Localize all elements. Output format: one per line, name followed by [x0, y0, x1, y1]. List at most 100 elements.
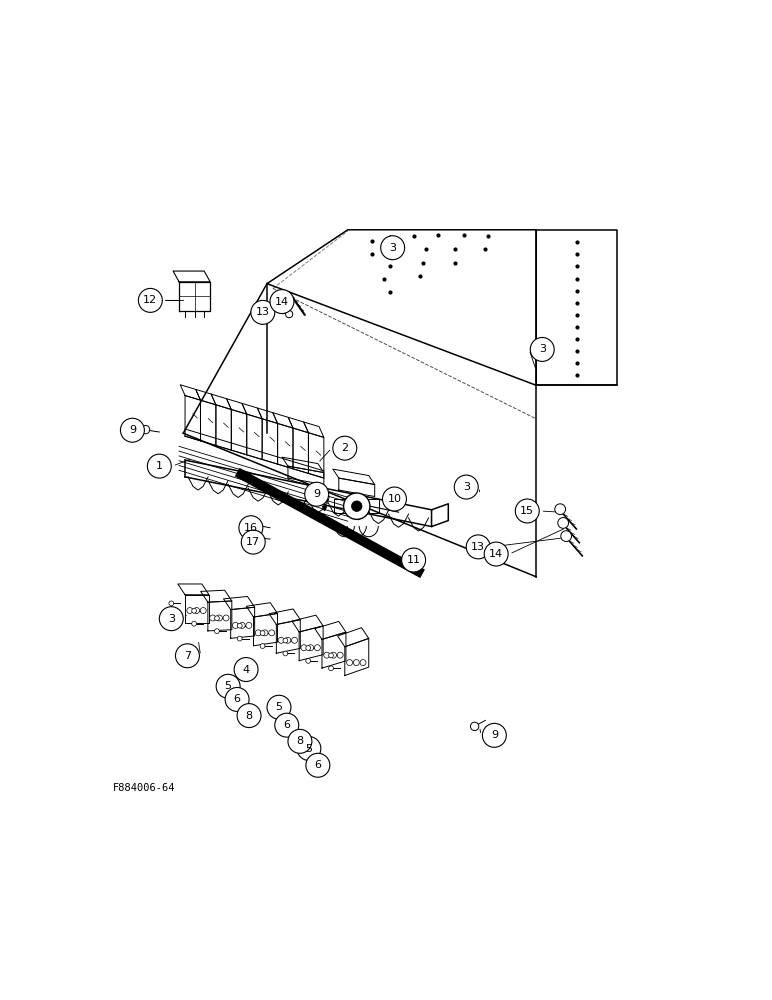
Circle shape	[286, 311, 293, 318]
Text: 3: 3	[462, 482, 469, 492]
Text: 13: 13	[471, 542, 486, 552]
Circle shape	[169, 601, 174, 606]
Circle shape	[187, 608, 193, 614]
Circle shape	[194, 608, 199, 614]
Text: 4: 4	[242, 665, 249, 675]
Circle shape	[191, 621, 197, 626]
Circle shape	[530, 337, 554, 361]
Text: 14: 14	[275, 297, 289, 307]
Circle shape	[283, 651, 288, 656]
Circle shape	[382, 487, 406, 511]
Circle shape	[344, 493, 370, 519]
Text: 12: 12	[144, 295, 157, 305]
Text: 9: 9	[313, 489, 320, 499]
Circle shape	[560, 531, 571, 541]
Text: 10: 10	[388, 494, 401, 504]
Text: 5: 5	[306, 744, 313, 754]
Circle shape	[285, 637, 291, 643]
Circle shape	[147, 454, 171, 478]
Circle shape	[555, 504, 566, 515]
Circle shape	[138, 288, 162, 312]
Text: 9: 9	[491, 730, 498, 740]
Circle shape	[277, 302, 290, 314]
Text: F884006-64: F884006-64	[113, 783, 176, 793]
Circle shape	[354, 660, 359, 666]
Text: 5: 5	[276, 702, 283, 712]
Circle shape	[454, 475, 478, 499]
Circle shape	[234, 658, 258, 681]
Circle shape	[215, 616, 219, 621]
Text: 3: 3	[539, 344, 546, 354]
Circle shape	[329, 666, 334, 671]
Circle shape	[256, 630, 261, 636]
Text: 6: 6	[283, 720, 290, 730]
Circle shape	[337, 652, 344, 658]
Circle shape	[306, 659, 310, 663]
Text: 8: 8	[245, 711, 252, 721]
Text: 16: 16	[244, 523, 258, 533]
Circle shape	[141, 425, 150, 434]
Text: 3: 3	[389, 243, 396, 253]
Text: 1: 1	[156, 461, 163, 471]
Circle shape	[244, 519, 255, 530]
Circle shape	[360, 660, 366, 666]
Circle shape	[347, 660, 353, 666]
Circle shape	[223, 615, 229, 621]
Circle shape	[308, 645, 313, 651]
Text: 6: 6	[314, 760, 321, 770]
Circle shape	[323, 652, 330, 658]
Circle shape	[351, 501, 362, 511]
Circle shape	[516, 499, 540, 523]
Circle shape	[306, 753, 330, 777]
Circle shape	[200, 608, 206, 614]
Circle shape	[246, 622, 252, 628]
Circle shape	[297, 737, 321, 760]
Circle shape	[159, 607, 183, 631]
Circle shape	[482, 723, 506, 747]
Circle shape	[330, 652, 337, 658]
Circle shape	[305, 482, 329, 506]
Text: 17: 17	[246, 537, 260, 547]
Text: 8: 8	[296, 736, 303, 746]
Circle shape	[216, 615, 222, 621]
Circle shape	[270, 290, 294, 314]
Circle shape	[260, 631, 265, 635]
Circle shape	[169, 614, 174, 619]
Text: 14: 14	[489, 549, 503, 559]
Circle shape	[292, 637, 297, 643]
Circle shape	[269, 630, 275, 636]
Circle shape	[245, 531, 256, 542]
Circle shape	[251, 300, 275, 324]
Circle shape	[283, 638, 288, 643]
Circle shape	[267, 695, 291, 719]
Text: 3: 3	[168, 614, 174, 624]
Circle shape	[262, 630, 268, 636]
Text: 5: 5	[225, 681, 232, 691]
Circle shape	[239, 622, 245, 628]
Circle shape	[381, 236, 405, 260]
Circle shape	[401, 548, 425, 572]
Text: 13: 13	[256, 307, 270, 317]
Circle shape	[237, 704, 261, 728]
Circle shape	[175, 644, 199, 668]
Text: 11: 11	[407, 555, 421, 565]
Circle shape	[306, 646, 310, 650]
Circle shape	[210, 615, 215, 621]
Circle shape	[120, 418, 144, 442]
Circle shape	[329, 653, 334, 658]
Circle shape	[301, 645, 307, 651]
Circle shape	[191, 608, 197, 613]
Circle shape	[278, 637, 284, 643]
Text: 7: 7	[184, 651, 191, 661]
Circle shape	[314, 645, 320, 651]
Circle shape	[558, 518, 568, 528]
Circle shape	[237, 636, 242, 641]
Circle shape	[242, 530, 266, 554]
Text: 9: 9	[129, 425, 136, 435]
Circle shape	[466, 535, 490, 559]
Text: 15: 15	[520, 506, 534, 516]
Circle shape	[260, 644, 265, 648]
Circle shape	[484, 542, 508, 566]
Text: 6: 6	[234, 694, 241, 704]
Circle shape	[216, 674, 240, 698]
